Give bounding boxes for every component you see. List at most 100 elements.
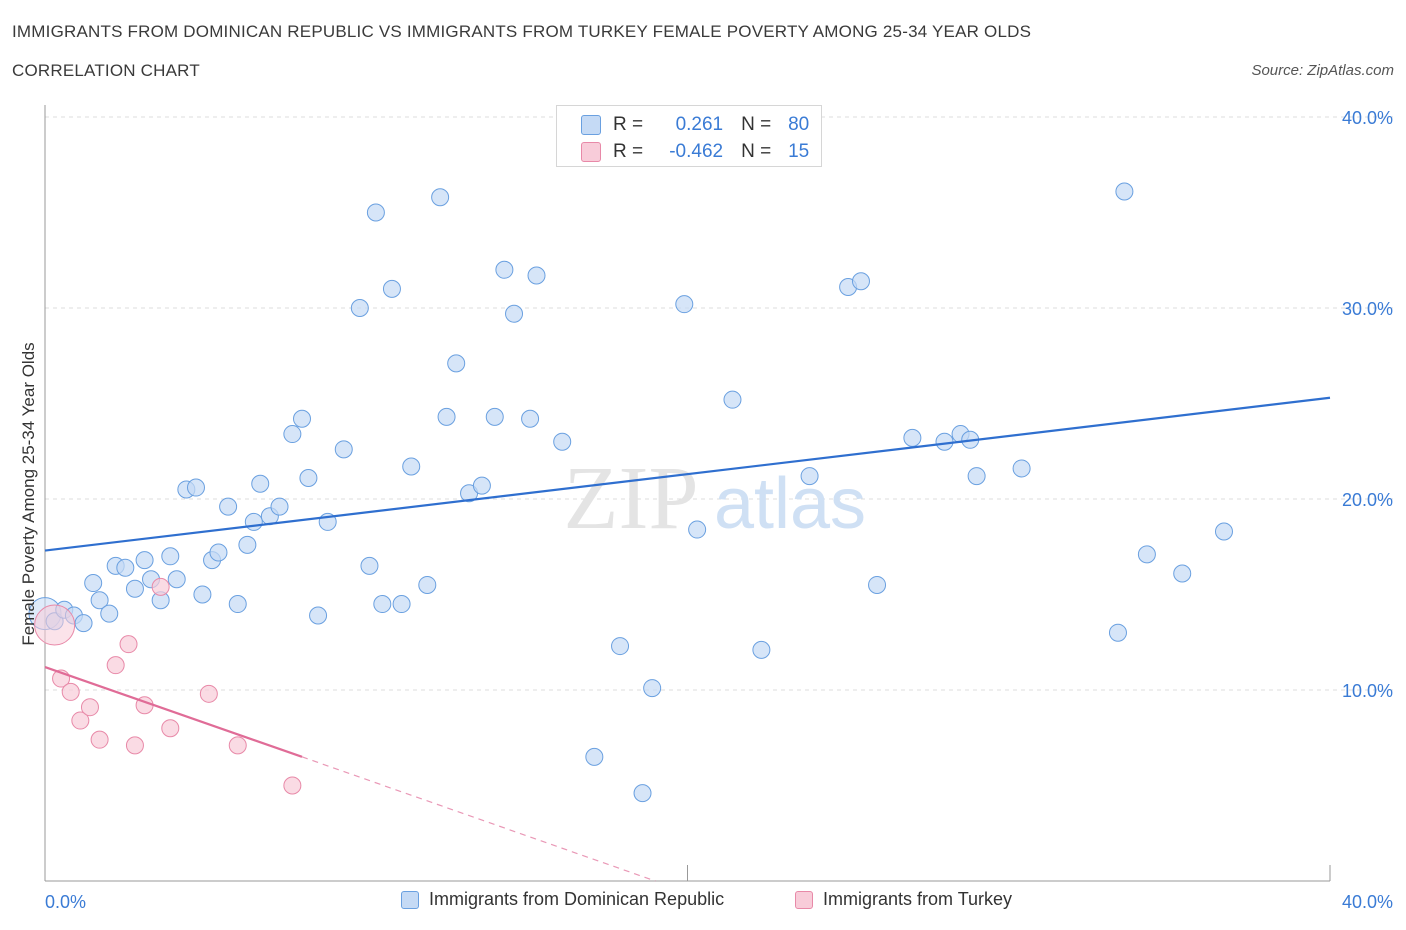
y-axis-label: Female Poverty Among 25-34 Year Olds (19, 342, 38, 645)
point-dominican (283, 425, 302, 444)
point-dominican (495, 260, 514, 279)
trend-line-turkey-extended (301, 756, 656, 882)
r-value: -0.462 (669, 141, 724, 162)
point-dominican (373, 595, 392, 614)
point-dominican (74, 614, 93, 633)
point-dominican (402, 457, 421, 476)
point-turkey (80, 698, 99, 717)
point-dominican (1115, 182, 1134, 201)
point-dominican (84, 574, 103, 593)
point-dominican (585, 747, 604, 766)
point-dominican (309, 606, 328, 625)
point-dominican (209, 543, 228, 562)
y-tick-label: 20.0% (1342, 490, 1393, 510)
point-dominican (219, 497, 238, 516)
point-dominican (100, 604, 119, 623)
legend-swatch-dominican (401, 890, 419, 909)
n-value: 15 (788, 141, 810, 162)
point-dominican (392, 595, 411, 614)
point-dominican (1214, 522, 1233, 541)
point-dominican (116, 558, 135, 577)
point-dominican (299, 468, 318, 487)
point-dominican (505, 304, 524, 323)
point-dominican (350, 299, 369, 317)
chart-title: IMMIGRANTS FROM DOMINICAN REPUBLIC VS IM… (12, 22, 1032, 41)
point-turkey (71, 711, 90, 730)
point-dominican (851, 272, 870, 291)
legend-swatch-turkey (795, 890, 813, 909)
point-turkey (106, 656, 125, 675)
point-dominican (688, 520, 707, 539)
trend-line-dominican (44, 396, 1331, 552)
trend-layer (44, 396, 1331, 882)
legend-label-turkey: Immigrants from Turkey (823, 889, 1013, 909)
point-dominican (334, 440, 353, 459)
point-turkey (61, 682, 80, 701)
point-dominican (251, 474, 270, 493)
point-dominican (135, 551, 154, 570)
point-turkey (90, 730, 109, 749)
legend-item-dominican[interactable]: Immigrants from Dominican Republic (401, 889, 724, 910)
n-value: 80 (788, 114, 810, 135)
legend-item-turkey[interactable]: Immigrants from Turkey (795, 889, 1012, 910)
chart-subtitle: CORRELATION CHART (12, 61, 200, 80)
y-tick-label: 10.0% (1342, 681, 1393, 701)
point-dominican (611, 637, 630, 656)
point-turkey (125, 736, 144, 755)
point-dominican (472, 476, 491, 495)
point-dominican (437, 407, 456, 426)
dominican-swatch (581, 115, 601, 135)
point-dominican (270, 497, 289, 516)
turkey-swatch (581, 142, 601, 162)
stats-row-dominican: R = 0.261 N = 80 (557, 112, 809, 138)
point-turkey (151, 577, 170, 596)
point-dominican (485, 407, 504, 426)
point-dominican (1012, 459, 1031, 478)
trend-line-turkey (44, 666, 303, 758)
point-dominican (238, 535, 257, 554)
point-dominican (431, 188, 450, 207)
point-dominican (521, 409, 540, 428)
point-dominican (186, 478, 205, 497)
point-dominican (228, 595, 247, 614)
point-turkey (161, 719, 180, 738)
r-label: R = (613, 141, 644, 162)
r-value: 0.261 (675, 114, 724, 135)
point-dominican (1173, 564, 1192, 583)
axis-layer: 10.0% 20.0% 30.0% 40.0% (44, 105, 1393, 882)
point-turkey (283, 776, 302, 795)
point-dominican (643, 679, 662, 698)
point-dominican (633, 784, 652, 803)
n-label: N = (741, 141, 772, 162)
point-dominican (293, 409, 311, 428)
x-tick-label-max: 40.0% (1342, 892, 1393, 912)
point-dominican (360, 556, 379, 575)
point-dominican (527, 266, 546, 285)
x-tick-label-min: 0.0% (45, 892, 86, 912)
point-dominican (935, 432, 954, 451)
point-dominican (723, 390, 742, 409)
point-turkey (34, 604, 76, 646)
watermark-atlas: atlas (714, 464, 866, 544)
point-turkey (199, 684, 218, 703)
point-dominican (752, 640, 771, 659)
legend-label-dominican: Immigrants from Dominican Republic (429, 889, 725, 909)
point-dominican (125, 579, 144, 598)
point-dominican (382, 279, 401, 298)
y-tick-label: 40.0% (1342, 108, 1393, 128)
point-dominican (868, 575, 887, 594)
point-dominican (675, 295, 694, 314)
point-dominican (366, 203, 385, 222)
point-turkey (228, 736, 247, 755)
point-dominican (418, 575, 437, 594)
watermark: ZIP atlas (564, 449, 867, 548)
point-dominican (447, 354, 466, 373)
point-dominican (553, 432, 572, 451)
point-dominican (90, 591, 109, 610)
bottom-legend: Immigrants from Dominican Republic Immig… (0, 889, 1406, 915)
point-dominican (1137, 545, 1156, 564)
watermark-zip: ZIP (564, 449, 699, 548)
point-dominican (903, 428, 922, 447)
point-turkey (119, 635, 138, 654)
